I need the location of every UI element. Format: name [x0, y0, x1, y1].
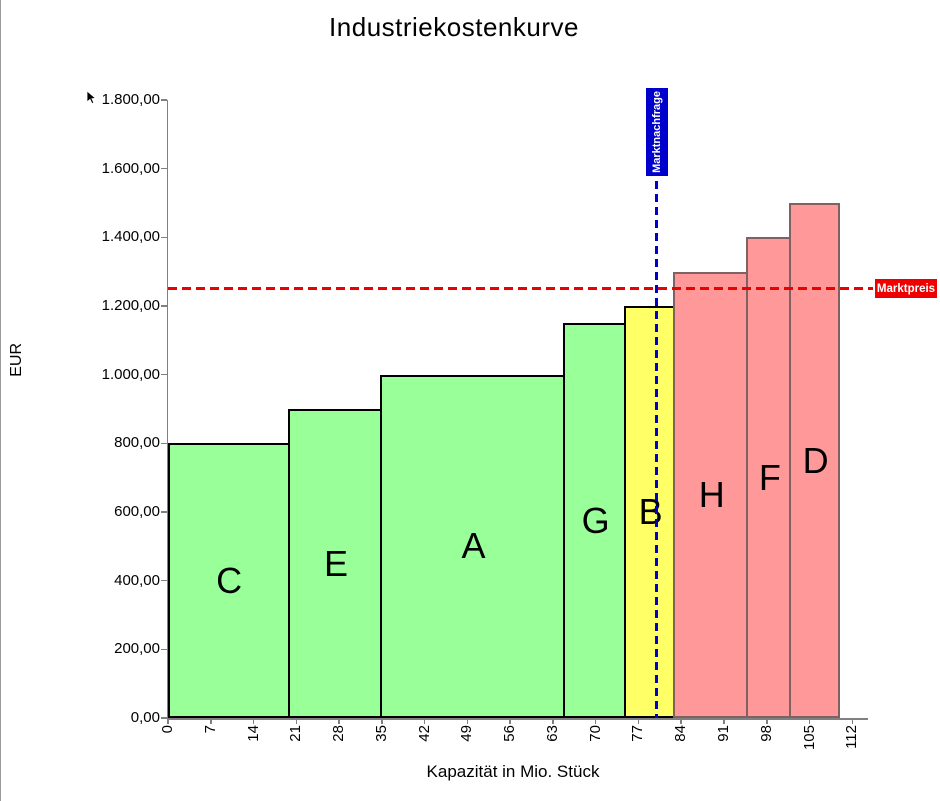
x-axis-line [166, 718, 868, 720]
y-tick-label: 1.000,00 [101, 365, 160, 383]
x-tick-label: 91 [715, 725, 732, 742]
x-axis-tick [808, 718, 811, 724]
market-price-line [168, 287, 873, 291]
y-tick-label: 1.600,00 [101, 159, 160, 177]
cost-bar-A [379, 374, 566, 718]
y-axis-tick [161, 579, 167, 582]
cost-bar-H [673, 271, 749, 718]
x-axis-tick [381, 718, 383, 724]
window-left-border [0, 0, 1, 801]
x-tick-label: 0 [159, 725, 176, 734]
market-price-label: Marktpreis [875, 279, 937, 299]
market-demand-label: Marktnachfrage [645, 88, 668, 176]
x-tick-label: 7 [201, 725, 219, 734]
y-tick-label: 200,00 [114, 640, 160, 658]
y-axis-tick [161, 305, 167, 307]
y-axis-tick [161, 236, 167, 239]
y-axis-title: EUR [8, 343, 25, 377]
y-axis-tick [161, 442, 167, 445]
x-axis-tick [423, 718, 426, 724]
y-axis-line [166, 100, 168, 720]
x-axis-tick [338, 718, 340, 724]
x-axis-tick [851, 718, 854, 724]
x-tick-label: 21 [287, 725, 305, 742]
y-axis-tick [161, 99, 167, 101]
x-tick-label: 28 [330, 725, 348, 742]
x-axis-tick [723, 718, 725, 724]
x-tick-label: 14 [244, 725, 262, 742]
x-tick-label: 56 [501, 725, 519, 742]
cost-bar-C [168, 443, 291, 718]
y-tick-label: 1.200,00 [101, 297, 160, 314]
y-axis-tick [161, 648, 167, 651]
y-axis-tick [161, 717, 167, 719]
x-tick-label: 84 [672, 725, 690, 742]
y-axis-tick [161, 511, 167, 513]
chart-title: Industriekostenkurve [329, 12, 579, 42]
bar-letter-E: E [324, 542, 349, 584]
x-axis-tick [252, 718, 255, 724]
bar-letter-A: A [461, 525, 486, 567]
cost-bar-E [288, 409, 382, 718]
x-tick-label: 70 [586, 725, 604, 742]
x-axis-tick [637, 718, 640, 724]
x-axis-tick [552, 718, 554, 724]
x-axis-title: Kapazität in Mio. Stück [426, 762, 600, 781]
y-tick-label: 600,00 [114, 503, 160, 520]
market-demand-label-text: Marktnachfrage [650, 91, 663, 173]
x-tick-label: 35 [372, 725, 390, 742]
y-axis-tick [161, 373, 167, 376]
y-axis-tick [161, 167, 167, 170]
bar-letter-D: D [802, 439, 829, 481]
x-tick-label: 63 [543, 725, 561, 742]
bar-letter-F: F [758, 456, 781, 498]
y-tick-label: 1.800,00 [101, 91, 160, 108]
bar-letter-C: C [216, 559, 243, 601]
x-tick-label: 77 [629, 725, 647, 742]
x-tick-label: 98 [757, 725, 775, 742]
bar-letter-G: G [581, 499, 610, 541]
x-axis-tick [594, 718, 597, 724]
mouse-cursor [86, 90, 97, 105]
market-demand-line [655, 90, 659, 718]
x-axis-tick [680, 718, 682, 724]
bar-letter-B: B [638, 491, 663, 532]
y-tick-label: 0,00 [130, 709, 160, 726]
y-tick-label: 800,00 [114, 434, 160, 452]
x-axis-tick [766, 718, 768, 724]
x-tick-label: 49 [458, 725, 476, 742]
bar-letter-H: H [698, 473, 725, 515]
x-axis-tick [210, 718, 212, 724]
x-tick-label: 42 [415, 725, 433, 742]
x-axis-tick [466, 718, 469, 724]
y-tick-label: 1.400,00 [101, 228, 160, 246]
x-axis-tick [167, 718, 169, 724]
market-price-label-text: Marktpreis [876, 282, 936, 295]
x-axis-tick [509, 718, 511, 724]
x-tick-label: 112 [843, 725, 861, 749]
x-tick-label: 105 [800, 725, 818, 751]
x-axis-tick [295, 718, 298, 724]
y-tick-label: 400,00 [114, 571, 160, 589]
